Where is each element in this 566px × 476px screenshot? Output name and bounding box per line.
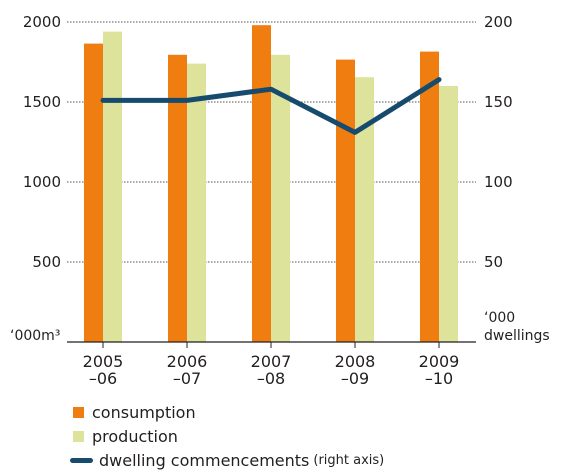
production-bar [355,77,374,342]
legend-item-production: production [70,424,384,448]
x-tick-label-range: –08 [257,369,285,388]
legend-label-dwelling: dwelling commencements [99,450,310,470]
left-tick-label: 500 [32,253,61,271]
left-tick-label: 1000 [23,173,61,191]
production-bar [271,54,290,343]
right-tick-label: 100 [484,173,513,191]
left-axis-unit: ‘000m³ [10,328,60,344]
right-axis-unit-line1: ‘000 [484,310,515,326]
production-bar [187,63,206,342]
x-tick-label-year: 2006 [167,352,208,371]
consumption-bar [420,51,439,342]
axes: 2000 1500 1000 500 200 150 100 50 2005–06 2006–07… [23,13,513,388]
right-tick-label: 200 [484,13,513,31]
bars [84,25,458,343]
x-tick-label-year: 2007 [251,352,292,371]
right-tick-label: 50 [484,253,503,271]
legend-item-consumption: consumption [70,400,384,424]
legend-note-right-axis: (right axis) [313,452,385,468]
x-tick-label-range: –06 [89,369,117,388]
dwelling-line-swatch [70,457,93,463]
legend-label-production: production [92,426,178,446]
left-tick-label: 1500 [23,93,61,111]
x-tick-label-year: 2005 [83,352,124,371]
production-bar [439,86,458,342]
x-tick-label-range: –10 [425,369,453,388]
right-tick-label: 150 [484,93,513,111]
x-tick-label-year: 2008 [335,352,376,371]
left-tick-label: 2000 [23,13,61,31]
consumption-bar [336,59,355,342]
consumption-bar [84,43,103,342]
dwelling-commencements-line [100,77,442,135]
consumption-bar [252,25,271,342]
consumption-bar [168,54,187,343]
legend-label-consumption: consumption [92,402,196,422]
x-tick-label-range: –07 [173,369,201,388]
dwelling-line-group [100,77,442,135]
x-tick-label-range: –09 [341,369,369,388]
consumption-swatch [73,406,84,418]
right-axis-unit-line2: dwellings [484,328,550,344]
legend-item-dwelling: dwelling commencements (right axis) [70,448,384,472]
production-bar [103,31,122,342]
production-swatch [73,430,84,442]
legend: consumption production dwelling commence… [70,400,384,472]
x-tick-label-year: 2009 [419,352,460,371]
